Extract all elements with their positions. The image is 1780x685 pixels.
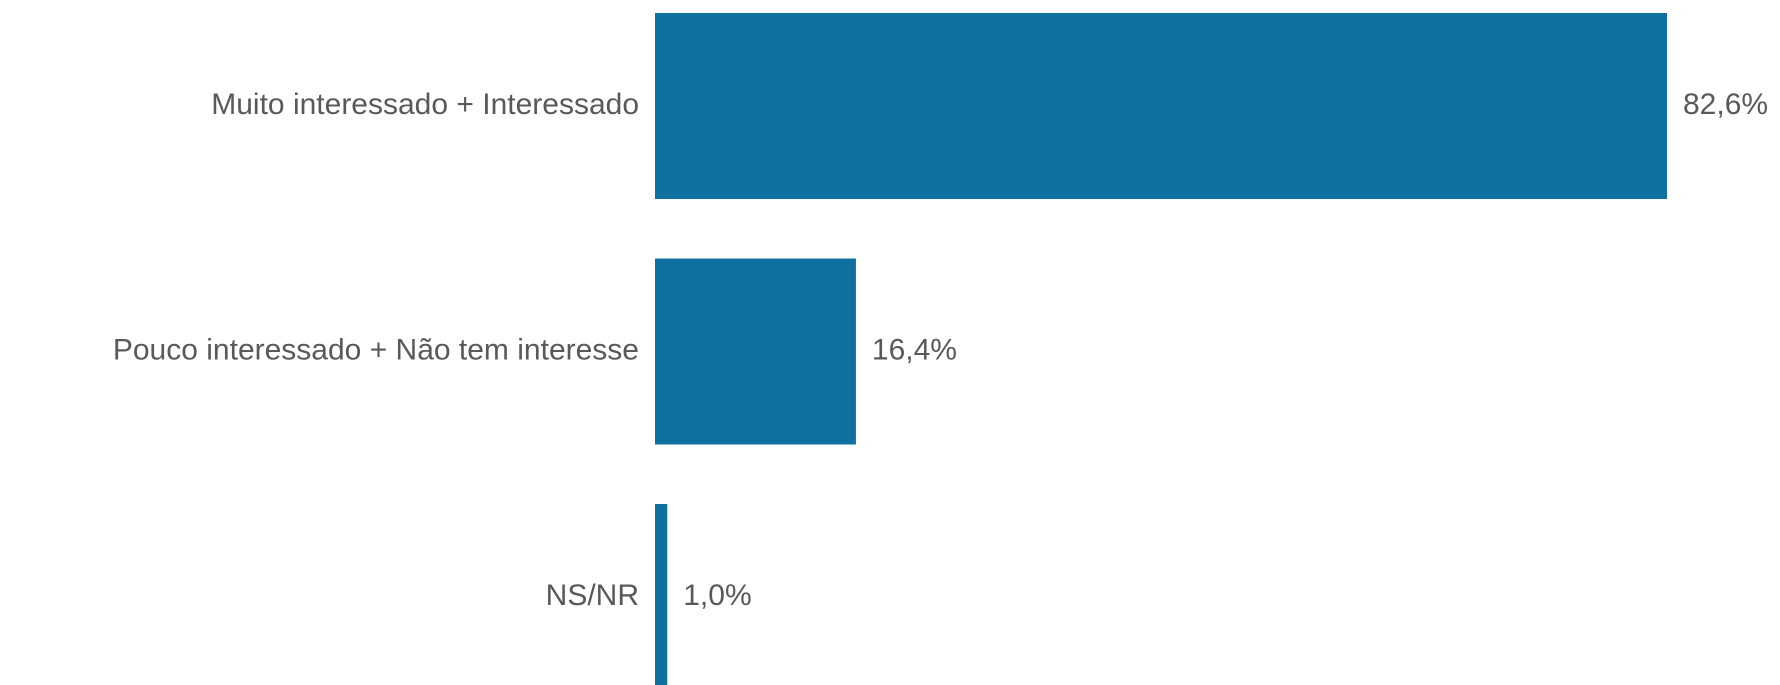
bar — [655, 258, 856, 445]
value-label: 16,4% — [872, 333, 957, 366]
category-label: NS/NR — [546, 579, 639, 612]
bar — [655, 13, 1667, 199]
category-label: Muito interessado + Interessado — [211, 88, 639, 121]
value-label: 1,0% — [683, 579, 751, 612]
category-label: Pouco interessado + Não tem interesse — [113, 333, 639, 366]
bar — [655, 504, 668, 685]
value-label: 82,6% — [1683, 88, 1768, 121]
